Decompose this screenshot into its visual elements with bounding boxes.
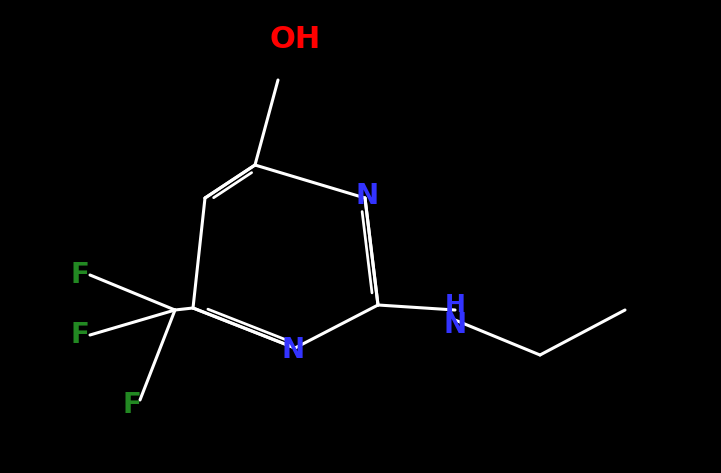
Text: F: F bbox=[123, 391, 141, 419]
Text: OH: OH bbox=[270, 26, 321, 54]
Text: F: F bbox=[71, 261, 89, 289]
Text: F: F bbox=[71, 321, 89, 349]
Text: N: N bbox=[355, 182, 379, 210]
Text: N: N bbox=[281, 336, 304, 364]
Text: N: N bbox=[443, 311, 466, 339]
Text: H: H bbox=[445, 293, 466, 317]
